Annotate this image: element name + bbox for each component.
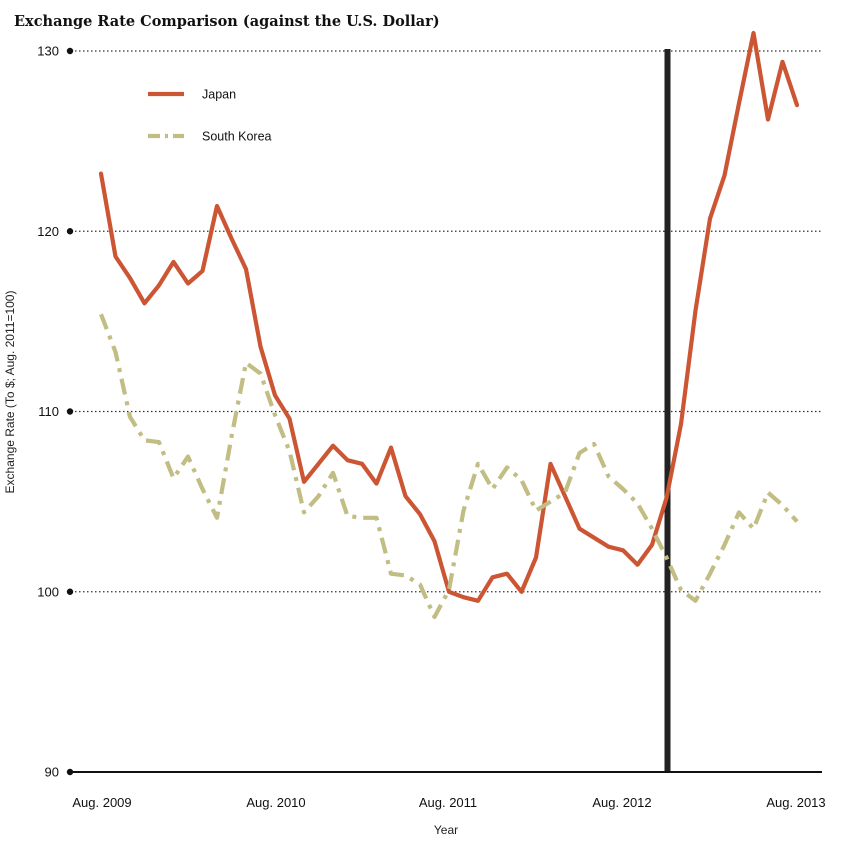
x-tick-label: Aug. 2011 (419, 795, 477, 810)
x-tick-label: Aug. 2010 (246, 795, 305, 810)
x-tick-label: Aug. 2009 (72, 795, 131, 810)
series-line-japan (98, 30, 800, 603)
gridlines (67, 49, 822, 772)
y-tick-label: 90 (45, 765, 59, 780)
y-tick-label: 120 (37, 224, 59, 239)
legend: Japan South Korea (148, 88, 272, 144)
y-axis-label: Exchange Rate (To $; Aug. 2011=100) (3, 291, 17, 494)
x-axis: Aug. 2009 Aug. 2010 Aug. 2011 Aug. 2012 Aug.… (72, 795, 825, 810)
series-line-south-korea (99, 313, 799, 620)
y-tick-dot (66, 47, 74, 55)
y-tick-label: 100 (37, 584, 59, 599)
x-tick-label: Aug. 2012 (592, 795, 651, 810)
x-axis-label: Year (434, 823, 458, 837)
y-axis: 90 100 110 120 130 (37, 44, 822, 780)
legend-label: Japan (202, 88, 236, 102)
series-lines (98, 30, 800, 620)
y-tick-dot (66, 588, 74, 595)
chart-title: Exchange Rate Comparison (against the U.… (14, 13, 440, 30)
y-tick-dot (66, 408, 74, 415)
y-tick-label: 110 (38, 404, 59, 419)
y-tick-label: 130 (37, 44, 59, 59)
y-tick-dot (66, 228, 74, 235)
x-tick-label: Aug. 2013 (766, 795, 825, 810)
legend-label: South Korea (202, 130, 272, 144)
